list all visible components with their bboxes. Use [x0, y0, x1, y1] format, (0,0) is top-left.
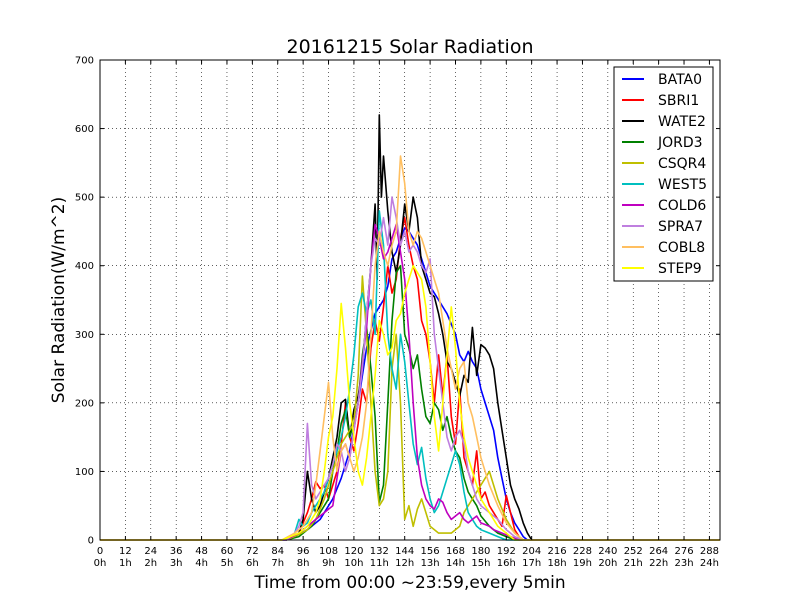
y-tick-label: 500	[75, 193, 94, 204]
x-tick-hour-label: 22h	[649, 558, 668, 569]
x-tick-hour-label: 23h	[674, 558, 693, 569]
x-tick-label: 120	[344, 546, 363, 557]
y-tick-label: 0	[88, 536, 94, 547]
plot-frame	[99, 59, 721, 541]
x-tick-label: 180	[471, 546, 490, 557]
x-tick-label: 276	[674, 546, 693, 557]
y-tick-label: 700	[75, 56, 94, 67]
x-tick-hour-label: 1h	[119, 558, 132, 569]
x-tick-hour-label: 16h	[497, 558, 516, 569]
x-tick-label: 240	[598, 546, 617, 557]
x-tick-hour-label: 17h	[522, 558, 541, 569]
y-tick-label: 300	[75, 330, 94, 341]
legend-entry-label: CSQR4	[658, 156, 706, 172]
x-tick-hour-label: 0h	[94, 558, 107, 569]
x-axis-label: Time from 00:00 ~23:59,every 5min	[253, 573, 565, 593]
x-tick-label: 156	[421, 546, 440, 557]
x-tick-label: 48	[195, 546, 208, 557]
series-line-cobl8	[100, 155, 720, 541]
y-tick-label: 400	[75, 261, 94, 272]
x-tick-label: 216	[548, 546, 567, 557]
x-tick-label: 60	[221, 546, 234, 557]
x-tick-label: 72	[246, 546, 259, 557]
y-tick-label: 100	[75, 467, 94, 478]
series-line-sbri1	[100, 216, 720, 541]
x-tick-hour-label: 18h	[548, 558, 567, 569]
x-tick-label: 108	[319, 546, 338, 557]
plot-area	[100, 114, 720, 541]
y-tick-label: 600	[75, 124, 94, 135]
x-tick-hour-label: 13h	[421, 558, 440, 569]
series-line-west5	[100, 210, 720, 541]
legend-entry-label: WATE2	[658, 114, 706, 130]
x-tick-hour-label: 10h	[344, 558, 363, 569]
x-tick-hour-label: 19h	[573, 558, 592, 569]
x-tick-label: 132	[370, 546, 389, 557]
x-tick-label: 264	[649, 546, 668, 557]
series-line-step9	[100, 264, 720, 541]
x-tick-hour-label: 4h	[195, 558, 208, 569]
x-tick-label: 12	[119, 546, 132, 557]
x-tick-hour-label: 2h	[144, 558, 157, 569]
legend-entry-label: SPRA7	[658, 219, 703, 235]
legend: BATA0 SBRI1 WATE2 JORD3 CSQR4 WEST5 COLD6 SPRA7…	[613, 66, 714, 282]
x-tick-hour-label: 5h	[221, 558, 234, 569]
x-tick-hour-label: 20h	[598, 558, 617, 569]
x-tick-hour-label: 3h	[170, 558, 183, 569]
legend-entry-label: BATA0	[658, 72, 702, 88]
x-tick-label: 252	[624, 546, 643, 557]
x-tick-hour-label: 24h	[700, 558, 719, 569]
x-tick-hour-label: 12h	[395, 558, 414, 569]
x-tick-label: 192	[497, 546, 516, 557]
chart-title: 20161215 Solar Radiation	[286, 36, 533, 58]
x-tick-hour-label: 8h	[297, 558, 310, 569]
x-tick-label: 24	[144, 546, 157, 557]
x-tick-label: 0	[97, 546, 103, 557]
x-tick-label: 144	[395, 546, 414, 557]
x-tick-hour-label: 21h	[624, 558, 643, 569]
x-tick-label: 36	[170, 546, 183, 557]
x-tick-label: 168	[446, 546, 465, 557]
x-tick-hour-label: 6h	[246, 558, 259, 569]
x-tick-label: 84	[271, 546, 284, 557]
x-tick-hour-label: 14h	[446, 558, 465, 569]
y-axis-label: Solar Radiation(W/m^2)	[49, 197, 69, 404]
x-tick-label: 228	[573, 546, 592, 557]
legend-frame	[613, 66, 714, 282]
y-tick-label: 200	[75, 398, 94, 409]
x-tick-label: 288	[700, 546, 719, 557]
x-tick-hour-label: 15h	[471, 558, 490, 569]
x-tick-label: 96	[297, 546, 310, 557]
legend-entry-label: STEP9	[658, 261, 702, 277]
legend-entry-label: SBRI1	[658, 93, 699, 109]
legend-entry-label: JORD3	[657, 135, 703, 151]
x-tick-hour-label: 7h	[271, 558, 284, 569]
x-tick-hour-label: 9h	[322, 558, 335, 569]
legend-entry-label: COLD6	[658, 198, 706, 214]
series-line-jord3	[100, 264, 720, 541]
legend-entry-label: COBL8	[658, 240, 705, 256]
x-tick-hour-label: 11h	[370, 558, 389, 569]
x-tick-label: 204	[522, 546, 541, 557]
legend-entry-label: WEST5	[658, 177, 707, 193]
